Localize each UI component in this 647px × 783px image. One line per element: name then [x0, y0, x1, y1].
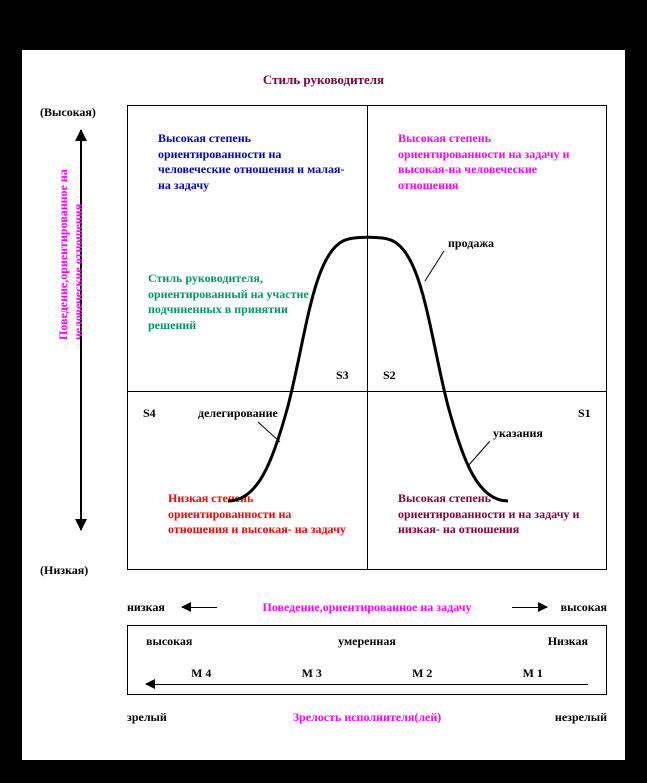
quadrant-bot-left: Низкая степень ориентированности на отно…	[168, 491, 353, 538]
y-axis-high: (Высокая)	[40, 105, 96, 120]
maturity-m3: M 3	[257, 666, 368, 681]
y-axis-low: (Низкая)	[40, 563, 88, 578]
bottom-immature: незрелый	[555, 710, 607, 725]
y-axis-label-line2: человеческие отношения	[71, 169, 86, 340]
diagram-page: Стиль руководителя (Высокая) (Низкая) По…	[22, 50, 625, 760]
label-sell: продажа	[448, 236, 494, 251]
maturity-m2: M 2	[367, 666, 478, 681]
maturity-m1: M 1	[478, 666, 589, 681]
page-title: Стиль руководителя	[22, 72, 625, 88]
quadrant-grid: Высокая степень ориентированности на чел…	[127, 105, 607, 570]
y-axis-label-line1: Поведение,ориентированное на	[56, 169, 70, 340]
label-delegate: делегирование	[198, 406, 278, 421]
label-s3: S3	[336, 368, 349, 383]
maturity-high: высокая	[146, 634, 236, 649]
x-axis-arrow-left	[182, 607, 217, 608]
maturity-header: высокая умеренная Низкая	[128, 634, 606, 649]
maturity-mid: умеренная	[236, 634, 498, 649]
x-axis-arrow-right	[512, 607, 547, 608]
label-direct: указания	[493, 426, 543, 441]
maturity-arrow	[146, 684, 588, 685]
maturity-levels: M 4 M 3 M 2 M 1	[128, 666, 606, 681]
bottom-label: Зрелость исполнителя(лей)	[127, 710, 607, 725]
grid-hline	[128, 391, 606, 392]
quadrant-top-right: Высокая степень ориентированности на зад…	[398, 131, 598, 193]
quadrant-bot-right: Высокая степень ориентированности и на з…	[398, 491, 598, 538]
quadrant-top-left: Высокая степень ориентированности на чел…	[158, 131, 353, 193]
quadrant-mid-left: Стиль руководителя, ориентированный на у…	[148, 271, 323, 333]
y-axis-label: Поведение,ориентированное на человечески…	[56, 169, 86, 340]
maturity-box: высокая умеренная Низкая M 4 M 3 M 2 M 1	[127, 625, 607, 695]
label-s2: S2	[383, 368, 396, 383]
maturity-low: Низкая	[498, 634, 588, 649]
grid-vline	[367, 106, 368, 569]
label-s1: S1	[578, 406, 591, 421]
x-axis-high: высокая	[561, 600, 607, 615]
label-s4: S4	[143, 406, 156, 421]
maturity-m4: M 4	[146, 666, 257, 681]
